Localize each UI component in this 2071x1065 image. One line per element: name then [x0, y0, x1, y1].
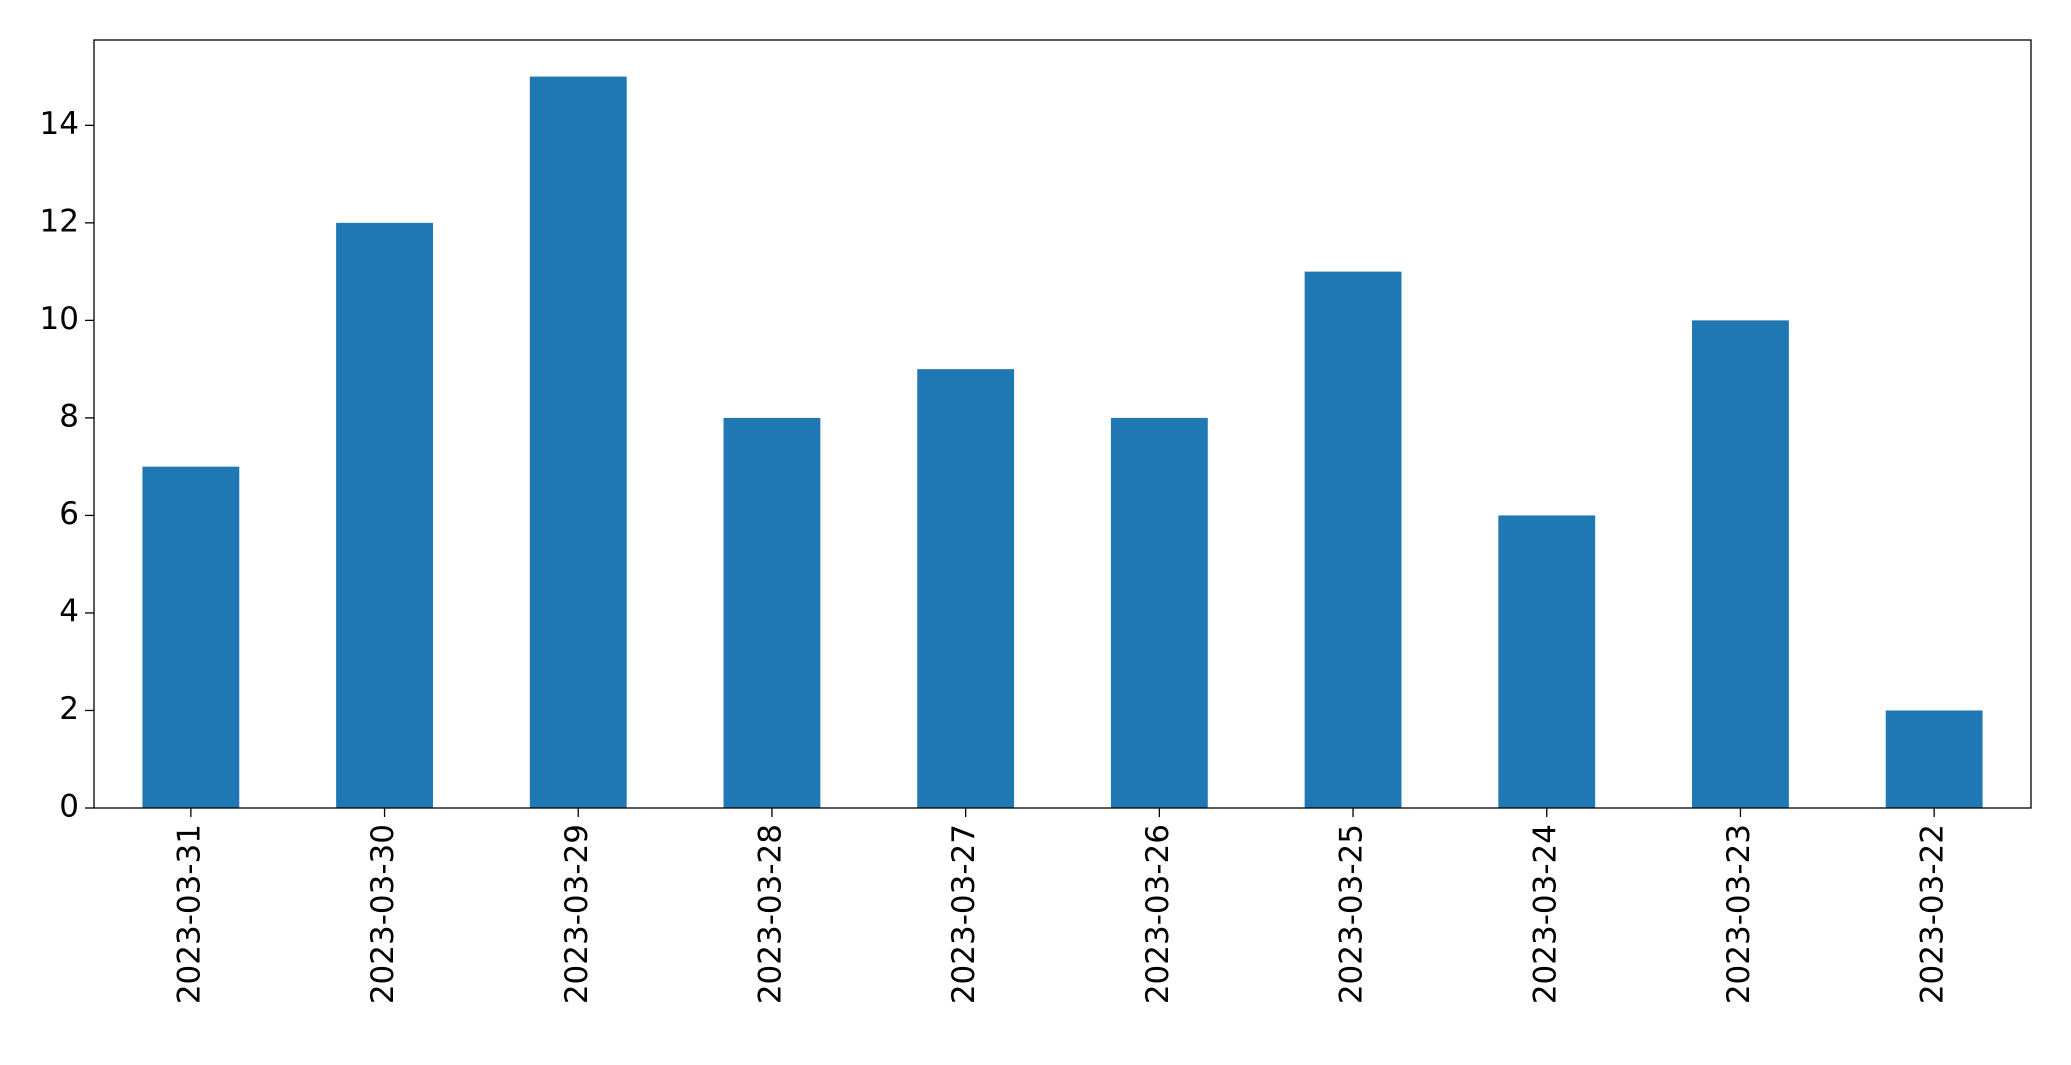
- y-tick-label: 14: [40, 106, 79, 142]
- y-tick-label: 2: [59, 691, 79, 727]
- x-tick-label: 2023-03-31: [171, 824, 207, 1004]
- x-tick-label: 2023-03-25: [1334, 824, 1370, 1004]
- bar: [1885, 710, 1983, 808]
- y-tick-label: 4: [59, 593, 79, 629]
- x-tick-label: 2023-03-23: [1721, 824, 1757, 1004]
- bar: [529, 76, 627, 809]
- x-tick-label: 2023-03-30: [365, 824, 401, 1004]
- bar: [1304, 271, 1402, 809]
- x-tick-label: 2023-03-22: [1915, 824, 1951, 1004]
- x-tick-label: 2023-03-29: [559, 824, 595, 1004]
- x-tick-label: 2023-03-24: [1527, 824, 1563, 1004]
- y-tick-label: 6: [59, 496, 79, 532]
- bar: [1110, 417, 1208, 808]
- bar: [723, 417, 821, 808]
- x-tick-label: 2023-03-27: [946, 824, 982, 1004]
- plot-frame: [93, 39, 2032, 809]
- y-tick-label: 10: [40, 301, 79, 337]
- bar: [142, 466, 240, 808]
- y-tick-label: 0: [59, 789, 79, 825]
- bar: [1692, 320, 1789, 808]
- bar: [917, 369, 1015, 808]
- x-tick-label: 2023-03-26: [1140, 824, 1176, 1004]
- y-tick-label: 8: [59, 398, 79, 434]
- bar: [336, 222, 433, 808]
- y-tick-label: 12: [40, 203, 79, 239]
- bar: [1498, 515, 1596, 808]
- x-tick-label: 2023-03-28: [752, 824, 788, 1004]
